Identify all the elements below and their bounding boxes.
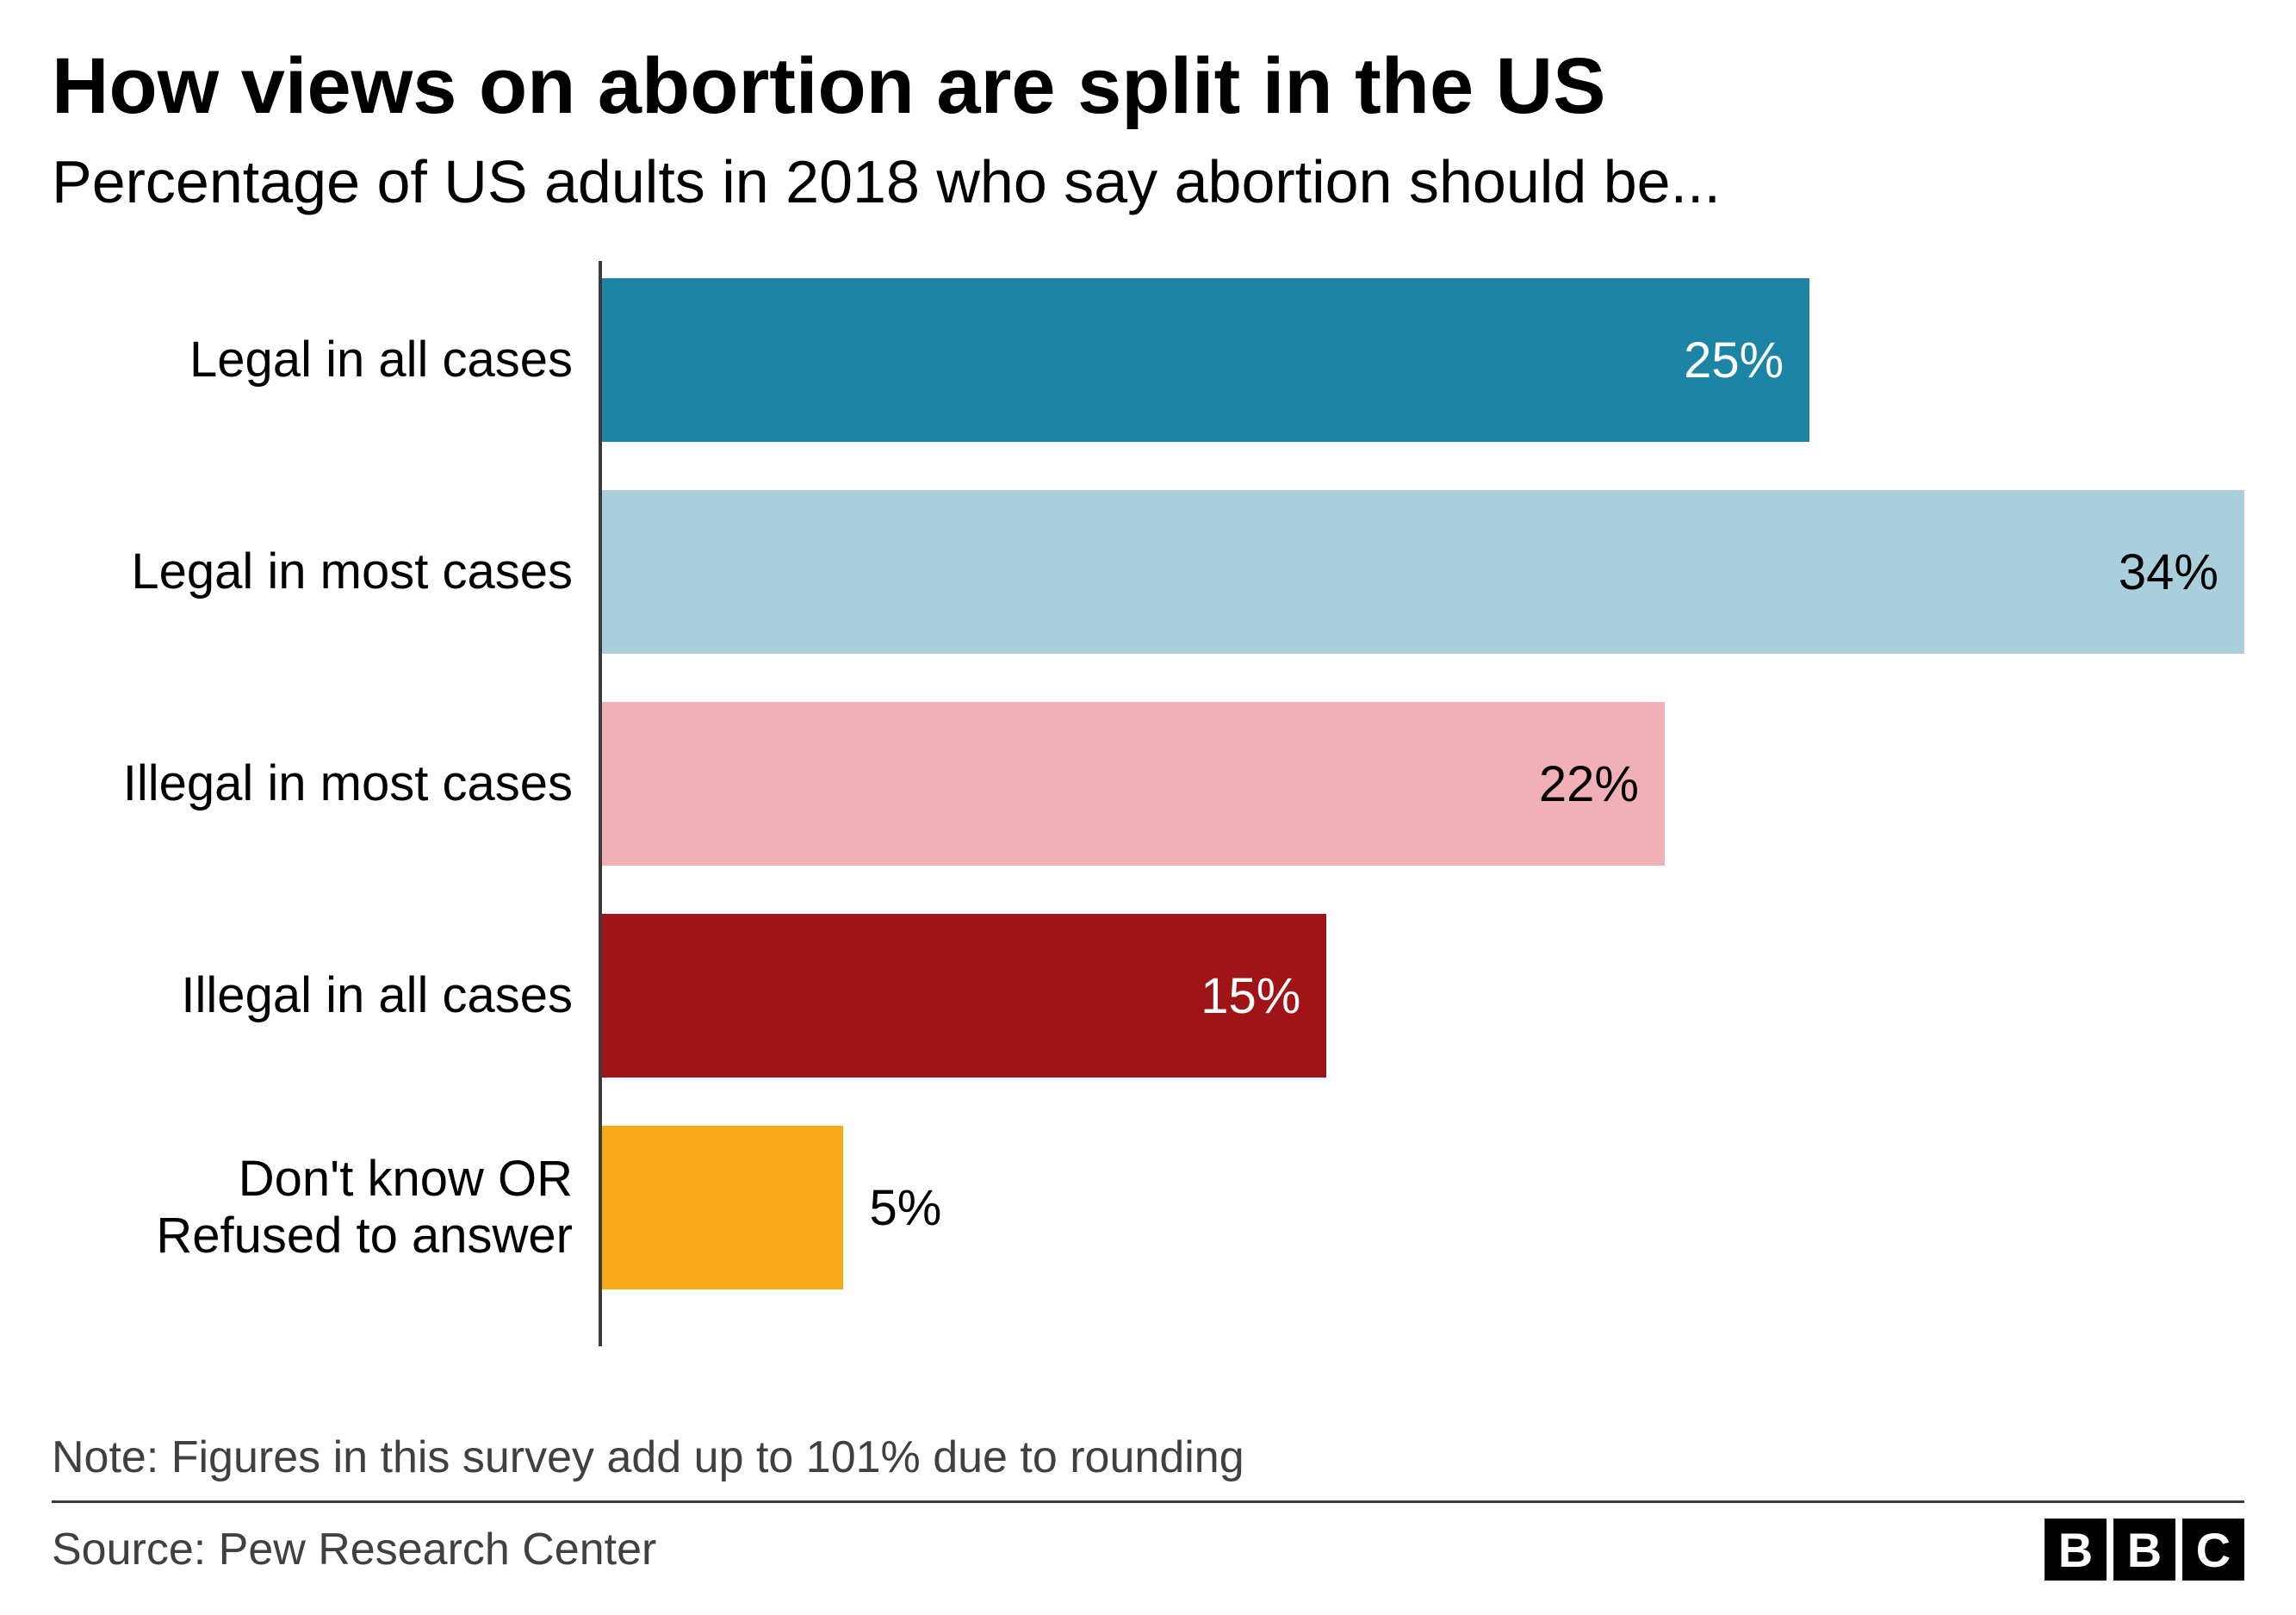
bar-value: 34%	[2119, 544, 2218, 601]
category-labels-column: Legal in all cases Legal in most cases Ill…	[52, 261, 599, 1346]
bbc-logo-box: B	[2045, 1519, 2107, 1581]
bar: 5%	[602, 1126, 843, 1289]
chart-title: How views on abortion are split in the U…	[52, 43, 2244, 130]
bar-value: 25%	[1684, 332, 1784, 389]
category-label: Legal in all cases	[52, 332, 599, 389]
bbc-logo-box: C	[2182, 1519, 2244, 1581]
category-label: Illegal in most cases	[52, 755, 599, 813]
source-row: Source: Pew Research Center BBC	[52, 1503, 2244, 1581]
bar: 25%	[602, 278, 1809, 442]
category-label: Legal in most cases	[52, 544, 599, 601]
bar-value: 22%	[1539, 755, 1639, 813]
bbc-logo-box: B	[2113, 1519, 2175, 1581]
bars-column: 25% 34% 22% 15% 5%	[599, 261, 2244, 1346]
chart-source: Source: Pew Research Center	[52, 1524, 656, 1575]
chart-subtitle: Percentage of US adults in 2018 who say …	[52, 146, 2244, 218]
bar: 34%	[602, 490, 2244, 654]
bar: 22%	[602, 702, 1665, 866]
bar-value: 15%	[1201, 967, 1300, 1025]
category-label: Illegal in all cases	[52, 967, 599, 1025]
bar-value: 5%	[843, 1179, 941, 1237]
chart-area: Legal in all cases Legal in most cases Ill…	[52, 261, 2244, 1346]
chart-footer: Note: Figures in this survey add up to 1…	[52, 1432, 2244, 1581]
bbc-logo: BBC	[2045, 1519, 2244, 1581]
bar: 15%	[602, 914, 1326, 1078]
chart-note: Note: Figures in this survey add up to 1…	[52, 1432, 2244, 1500]
category-label: Don't know ORRefused to answer	[52, 1151, 599, 1265]
